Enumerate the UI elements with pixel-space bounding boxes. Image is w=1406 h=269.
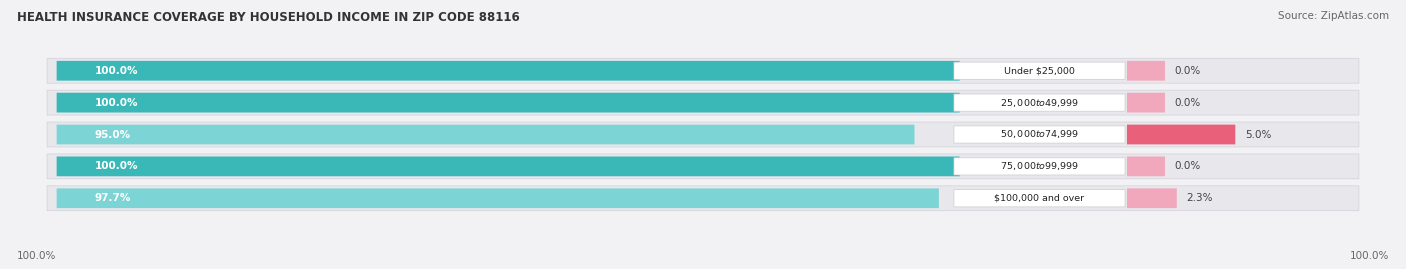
FancyBboxPatch shape: [48, 58, 1358, 83]
FancyBboxPatch shape: [56, 61, 960, 81]
FancyBboxPatch shape: [56, 125, 914, 144]
FancyBboxPatch shape: [48, 90, 1358, 115]
Text: HEALTH INSURANCE COVERAGE BY HOUSEHOLD INCOME IN ZIP CODE 88116: HEALTH INSURANCE COVERAGE BY HOUSEHOLD I…: [17, 11, 520, 24]
FancyBboxPatch shape: [48, 122, 1358, 147]
Text: Under $25,000: Under $25,000: [1004, 66, 1076, 75]
FancyBboxPatch shape: [953, 94, 1125, 111]
FancyBboxPatch shape: [953, 62, 1125, 79]
FancyBboxPatch shape: [1128, 157, 1166, 176]
Text: 0.0%: 0.0%: [1174, 98, 1201, 108]
FancyBboxPatch shape: [1128, 188, 1177, 208]
FancyBboxPatch shape: [1128, 61, 1166, 81]
Text: 97.7%: 97.7%: [94, 193, 131, 203]
Text: Source: ZipAtlas.com: Source: ZipAtlas.com: [1278, 11, 1389, 21]
FancyBboxPatch shape: [56, 188, 939, 208]
Text: 100.0%: 100.0%: [94, 66, 138, 76]
FancyBboxPatch shape: [953, 190, 1125, 207]
Text: 2.3%: 2.3%: [1187, 193, 1213, 203]
Text: 95.0%: 95.0%: [94, 129, 131, 140]
Text: $25,000 to $49,999: $25,000 to $49,999: [1000, 97, 1078, 109]
Text: $100,000 and over: $100,000 and over: [994, 194, 1084, 203]
FancyBboxPatch shape: [1128, 125, 1236, 144]
Text: $75,000 to $99,999: $75,000 to $99,999: [1000, 160, 1078, 172]
Text: 100.0%: 100.0%: [94, 98, 138, 108]
FancyBboxPatch shape: [48, 154, 1358, 179]
Text: 100.0%: 100.0%: [94, 161, 138, 171]
Text: 100.0%: 100.0%: [1350, 251, 1389, 261]
FancyBboxPatch shape: [953, 158, 1125, 175]
Text: 0.0%: 0.0%: [1174, 66, 1201, 76]
Text: $50,000 to $74,999: $50,000 to $74,999: [1000, 129, 1078, 140]
FancyBboxPatch shape: [56, 93, 960, 112]
FancyBboxPatch shape: [56, 157, 960, 176]
FancyBboxPatch shape: [953, 126, 1125, 143]
FancyBboxPatch shape: [1128, 93, 1166, 112]
Text: 0.0%: 0.0%: [1174, 161, 1201, 171]
FancyBboxPatch shape: [48, 186, 1358, 211]
Text: 100.0%: 100.0%: [17, 251, 56, 261]
Text: 5.0%: 5.0%: [1244, 129, 1271, 140]
